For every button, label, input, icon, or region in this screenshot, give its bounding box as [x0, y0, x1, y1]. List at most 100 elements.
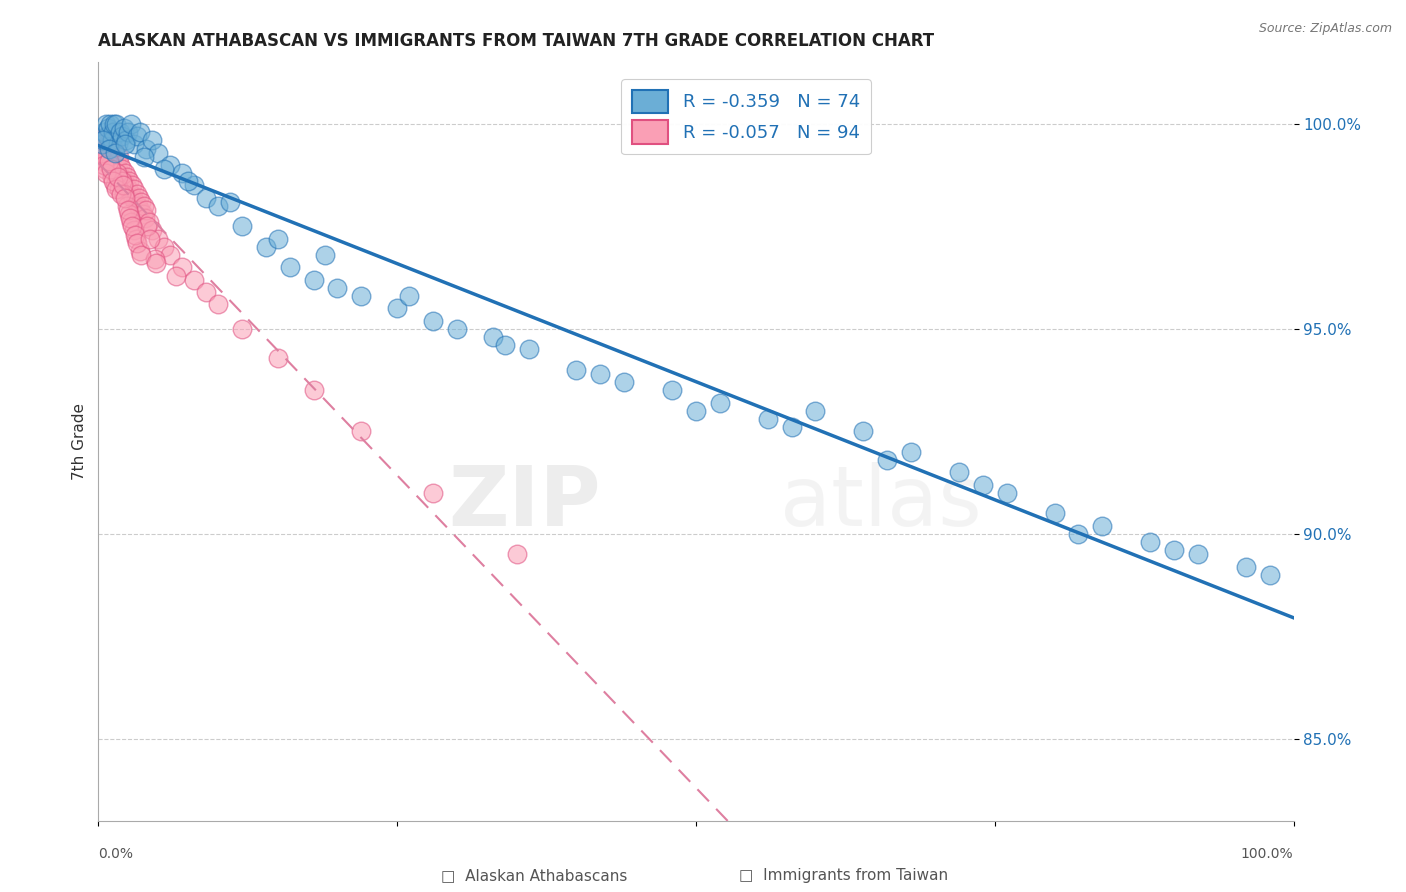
Point	[111, 174, 134, 188]
Point	[115, 170, 138, 185]
Point	[124, 227, 146, 242]
Text: ALASKAN ATHABASCAN VS IMMIGRANTS FROM TAIWAN 7TH GRADE CORRELATION CHART: ALASKAN ATHABASCAN VS IMMIGRANTS FROM TA…	[98, 32, 935, 50]
Point	[613, 375, 636, 389]
Point	[112, 174, 135, 188]
Point	[177, 174, 200, 188]
Point	[105, 166, 128, 180]
Point	[125, 232, 148, 246]
Point	[112, 121, 135, 136]
Point	[127, 235, 149, 250]
Point	[96, 153, 118, 168]
Point	[94, 161, 117, 176]
Point	[107, 137, 129, 152]
Point	[115, 178, 138, 193]
Point	[517, 343, 540, 357]
Point	[101, 170, 124, 185]
Point	[153, 240, 176, 254]
Point	[134, 211, 156, 226]
Point	[183, 273, 205, 287]
Point	[506, 547, 529, 561]
Point	[131, 207, 153, 221]
Point	[159, 158, 181, 172]
Point	[129, 125, 152, 139]
Point	[302, 273, 325, 287]
Point	[120, 211, 142, 226]
Point	[91, 137, 114, 152]
Point	[112, 186, 135, 201]
Point	[422, 485, 444, 500]
Point	[100, 158, 122, 172]
Text: Source: ZipAtlas.com: Source: ZipAtlas.com	[1258, 22, 1392, 36]
Text: 0.0%: 0.0%	[98, 847, 134, 861]
Point	[326, 281, 349, 295]
Point	[103, 178, 125, 193]
Point	[110, 170, 132, 185]
Point	[254, 240, 277, 254]
Text: □  Alaskan Athabascans: □ Alaskan Athabascans	[441, 868, 627, 883]
Y-axis label: 7th Grade: 7th Grade	[72, 403, 87, 480]
Point	[1258, 567, 1281, 582]
Point	[350, 289, 373, 303]
Point	[148, 232, 170, 246]
Point	[315, 248, 337, 262]
Point	[125, 186, 148, 201]
Point	[709, 395, 731, 409]
Point	[135, 202, 157, 217]
Point	[110, 186, 132, 201]
Point	[98, 145, 121, 160]
Point	[129, 202, 152, 217]
Point	[948, 465, 970, 479]
Point	[103, 141, 125, 155]
Point	[172, 260, 194, 275]
Point	[278, 260, 301, 275]
Point	[153, 161, 176, 176]
Point	[132, 199, 155, 213]
Point	[100, 133, 122, 147]
Point	[159, 248, 181, 262]
Point	[141, 223, 163, 237]
Point	[125, 129, 148, 144]
Point	[91, 153, 114, 168]
Point	[494, 338, 516, 352]
Point	[97, 137, 120, 152]
Point	[183, 178, 205, 193]
Point	[91, 133, 114, 147]
Point	[91, 150, 114, 164]
Point	[93, 158, 115, 172]
Point	[117, 182, 139, 196]
Point	[122, 191, 145, 205]
Point	[101, 150, 124, 164]
Point	[107, 170, 129, 185]
Point	[101, 125, 124, 139]
Point	[93, 141, 115, 155]
Point	[972, 477, 994, 491]
Point	[136, 219, 159, 234]
Point	[207, 297, 229, 311]
Point	[124, 182, 146, 196]
Point	[114, 166, 136, 180]
Point	[195, 191, 218, 205]
Point	[482, 330, 505, 344]
Point	[852, 425, 875, 439]
Point	[1234, 559, 1257, 574]
Point	[422, 313, 444, 327]
Point	[111, 129, 134, 144]
Point	[94, 117, 117, 131]
Point	[89, 141, 111, 155]
Point	[114, 191, 136, 205]
Point	[115, 199, 138, 213]
Point	[98, 158, 121, 172]
Point	[780, 420, 803, 434]
Point	[98, 141, 121, 155]
Point	[1067, 526, 1090, 541]
Point	[398, 289, 420, 303]
Point	[111, 178, 134, 193]
Point	[118, 207, 141, 221]
Point	[1187, 547, 1209, 561]
Point	[446, 322, 468, 336]
Point	[1163, 543, 1185, 558]
Point	[105, 153, 128, 168]
Text: ZIP: ZIP	[449, 462, 600, 542]
Point	[661, 384, 683, 398]
Point	[143, 252, 166, 267]
